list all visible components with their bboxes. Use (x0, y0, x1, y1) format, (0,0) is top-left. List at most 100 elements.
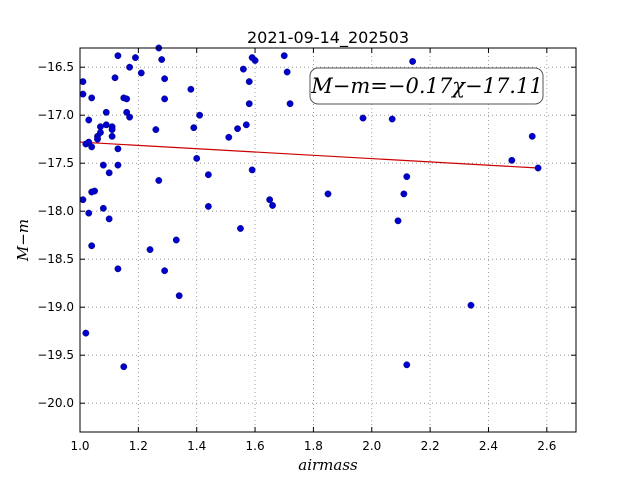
data-point (105, 169, 113, 177)
chart-title: 2021-09-14_202503 (247, 28, 409, 48)
fit-line (79, 141, 539, 169)
data-point (79, 196, 87, 204)
x-tick-label: 1.4 (187, 439, 206, 453)
x-tick-label: 2.6 (537, 439, 556, 453)
data-point (132, 54, 139, 61)
data-point (108, 132, 116, 140)
scatter-points (79, 44, 542, 371)
data-point (123, 95, 131, 103)
x-tick-label: 2.4 (479, 439, 498, 453)
data-point (99, 204, 107, 212)
data-point (467, 301, 475, 309)
data-point (280, 52, 288, 60)
data-point (79, 78, 87, 86)
y-tick-label: −19.0 (37, 300, 74, 314)
data-point (245, 78, 253, 86)
data-point (190, 124, 198, 132)
data-point (400, 190, 408, 198)
data-point (94, 135, 101, 143)
annotation-box: M−m=−0.17χ−17.11 (309, 67, 544, 105)
data-point (161, 75, 169, 83)
data-point (161, 95, 169, 103)
data-point (248, 166, 256, 174)
data-point (283, 68, 291, 76)
data-point (204, 202, 212, 210)
data-point (137, 69, 145, 77)
annotation-frame (309, 67, 544, 105)
data-point (85, 116, 93, 124)
data-point (146, 246, 154, 254)
data-point (269, 202, 276, 209)
data-point (193, 154, 201, 162)
data-point (155, 177, 163, 184)
data-point (126, 63, 134, 71)
x-tick-label: 1.0 (70, 439, 89, 453)
data-point (409, 58, 417, 65)
data-point (242, 121, 250, 129)
data-point (403, 361, 411, 369)
data-point (108, 126, 116, 134)
y-tick-label: −18.5 (37, 252, 74, 266)
data-point (114, 265, 122, 273)
y-tick-label: −17.0 (37, 108, 74, 122)
data-point (225, 133, 233, 141)
y-tick-label: −18.0 (37, 204, 74, 218)
data-point (324, 190, 332, 198)
y-tick-label: −17.5 (37, 156, 74, 170)
data-point (234, 125, 241, 133)
data-point (359, 114, 367, 122)
x-tick-label: 1.2 (129, 439, 148, 453)
data-point (161, 267, 169, 275)
x-axis-label: airmass (298, 456, 358, 474)
x-tick-label: 2.2 (421, 439, 440, 453)
data-point (158, 56, 166, 63)
data-point (91, 187, 98, 195)
data-point (172, 236, 180, 244)
x-tick-label: 2.0 (362, 439, 381, 453)
data-point (114, 161, 122, 169)
data-point (403, 173, 411, 181)
plot-frame (79, 47, 577, 433)
y-axis-label: M−m (14, 219, 32, 262)
data-point (286, 100, 294, 108)
data-point (111, 74, 119, 82)
data-point (82, 329, 90, 337)
data-point (102, 108, 110, 116)
annotation-text: M−m=−0.17χ−17.11 (310, 74, 542, 98)
y-axis-ticks: −16.5 −17.0 −17.5 −18.0 −18.5 −19.0 −19.5 −20.0 (37, 60, 576, 410)
x-tick-label: 1.8 (304, 439, 323, 453)
data-point (102, 121, 110, 129)
data-point (239, 65, 247, 73)
data-point (120, 363, 128, 371)
x-tick-label: 1.6 (246, 439, 265, 453)
x-axis-ticks: 1.0 1.2 1.4 1.6 1.8 2.0 2.2 2.4 2.6 (70, 48, 556, 453)
data-point (394, 217, 402, 225)
data-point (114, 145, 122, 153)
data-point (175, 292, 183, 300)
data-point (88, 94, 96, 102)
data-point (152, 126, 160, 134)
data-point (88, 143, 96, 151)
y-tick-label: −19.5 (37, 348, 74, 362)
data-point (204, 171, 212, 179)
data-point (251, 57, 259, 64)
data-point (528, 132, 536, 140)
fit-line-layer (79, 141, 539, 169)
data-point (105, 215, 113, 223)
data-point (245, 100, 253, 108)
data-point (534, 164, 542, 172)
y-tick-label: −20.0 (37, 396, 74, 410)
y-tick-label: −16.5 (37, 60, 74, 74)
data-point (99, 161, 107, 169)
data-point (388, 115, 396, 123)
data-point (79, 90, 87, 98)
data-point (196, 111, 204, 119)
data-point (126, 113, 134, 121)
plot-area (80, 48, 576, 432)
grid-lines (79, 48, 576, 432)
data-point (88, 242, 96, 250)
data-point (237, 225, 244, 232)
data-point (114, 52, 122, 60)
data-point (97, 123, 104, 131)
